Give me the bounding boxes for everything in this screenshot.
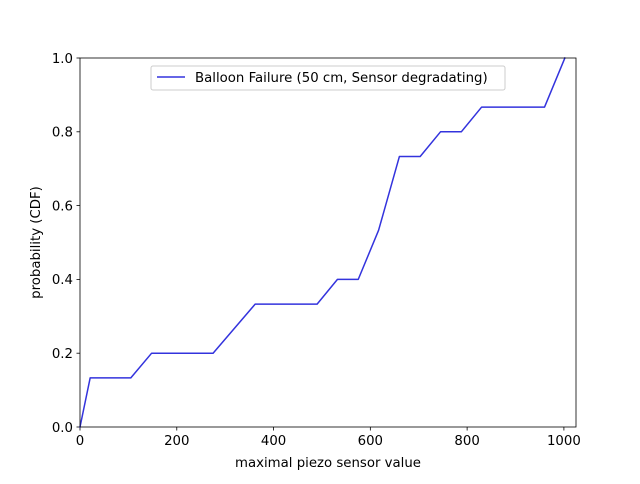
x-tick-label: 1000 [547,434,581,449]
x-axis-label: maximal piezo sensor value [235,456,421,471]
series-layer [79,57,566,428]
y-tick-label: 1.0 [52,52,73,67]
x-tick-label: 0 [76,434,84,449]
y-tick-label: 0.2 [52,347,73,362]
y-tick-label: 0.6 [52,199,73,214]
y-tick-label: 0.0 [52,421,73,436]
x-tick-label: 600 [358,434,383,449]
y-tick-label: 0.4 [52,273,73,288]
plot-area-frame [79,57,577,428]
series-line-0 [79,57,566,428]
legend-entry-label: Balloon Failure (50 cm, Sensor degradati… [195,71,488,86]
legend: Balloon Failure (50 cm, Sensor degradati… [150,65,506,91]
y-tick-label: 0.8 [52,126,73,141]
x-tick-label: 400 [261,434,286,449]
legend-box [150,65,506,91]
x-tick-label: 800 [454,434,479,449]
y-axis-label: probability (CDF) [29,186,44,299]
x-tick-label: 200 [164,434,189,449]
axis-ticks: 0 200 400 600 800 1000 0.0 0.2 0.4 0.6 0.8 1.0 [52,52,581,449]
